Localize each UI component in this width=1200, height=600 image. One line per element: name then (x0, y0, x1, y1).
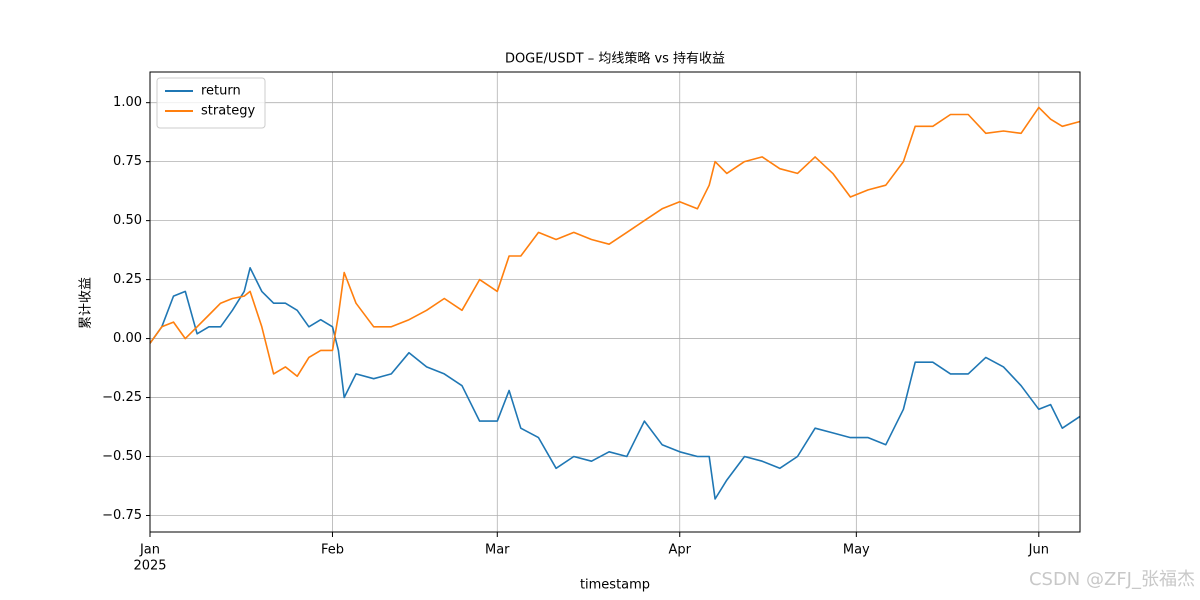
x-tick-label: Mar (485, 543, 510, 558)
x-axis-label: timestamp (580, 578, 650, 593)
y-tick-label: 1.00 (113, 95, 142, 110)
legend-label: return (201, 84, 241, 99)
x-tick-label: Feb (321, 543, 344, 558)
y-tick-label: 0.00 (113, 331, 142, 346)
plot-frame (149, 71, 1081, 533)
series-line (149, 267, 1081, 500)
y-tick-label: −0.25 (102, 390, 142, 405)
legend-label: strategy (201, 104, 256, 119)
x-tick-label: May (843, 543, 870, 558)
y-tick-label: −0.50 (102, 449, 142, 464)
series-line (149, 106, 1081, 378)
legend: return strategy (156, 77, 266, 129)
y-tick-label: 0.25 (113, 272, 142, 287)
x-tick-label: Jan (139, 543, 160, 558)
x-tick-label: Apr (668, 543, 691, 558)
x-tick-sublabel: 2025 (133, 559, 166, 574)
chart-title: DOGE/USDT – 均线策略 vs 持有收益 (505, 51, 725, 67)
watermark: CSDN @ZFJ_张福杰 (1029, 569, 1195, 590)
x-tick-label: Jun (1028, 543, 1049, 558)
y-tick-label: −0.75 (102, 508, 142, 523)
y-axis-label: 累计收益 (79, 277, 94, 329)
y-tick-label: 0.50 (113, 213, 142, 228)
y-tick-label: 0.75 (113, 154, 142, 169)
